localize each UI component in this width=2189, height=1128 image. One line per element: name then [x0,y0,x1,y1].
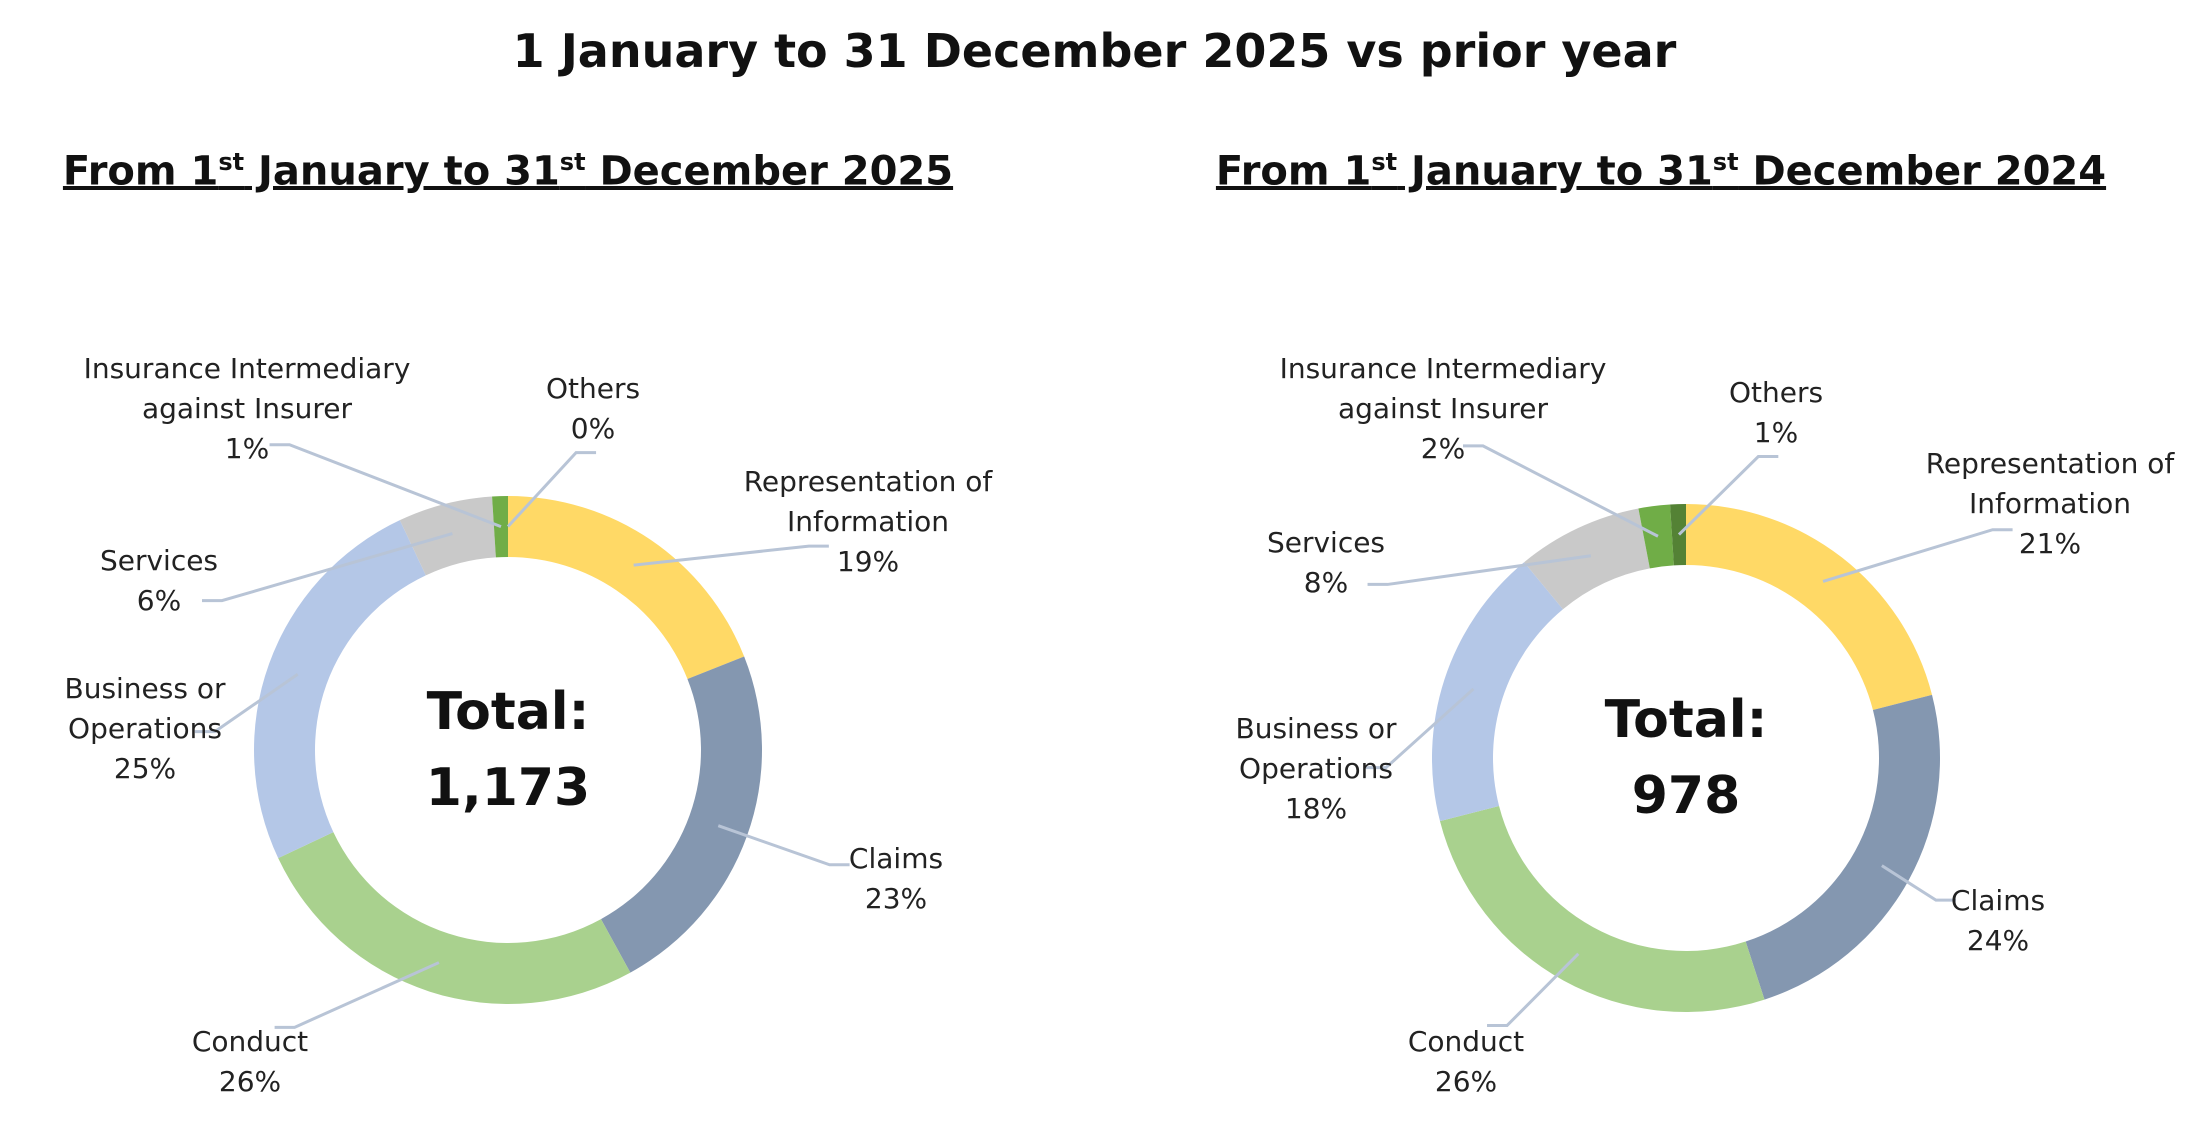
center-total: Total: 978 [1605,682,1768,834]
donut-slice [1439,805,1765,1012]
data-label: Insurance Intermediary against Insurer 2% [1263,349,1623,469]
data-label: Insurance Intermediary against Insurer 1% [67,349,427,469]
subtitle-part: From 1 [62,148,219,195]
value-label: 19% [836,545,900,578]
center-text: Total: [426,682,590,742]
category-label: Services [1266,526,1386,559]
category-label: Claims [1950,884,2046,917]
leader-line [1487,952,1580,1028]
subtitle-part: st [1712,148,1739,176]
category-label: Services [99,544,219,577]
donut-slice [253,520,426,859]
category-label: Others [1728,376,1824,409]
subtitle-part: December 2024 [1738,148,2107,195]
category-label: Insurance Intermediary against Insurer [83,352,411,425]
data-label: Business or Operations 25% [25,669,265,789]
category-label: Conduct [191,1025,309,1058]
subtitle-part: January to 31 [244,148,560,195]
leader-line [1365,687,1475,770]
subtitle-part: From 1 [1215,148,1372,195]
donut-slice [1745,694,1941,1000]
donut-slice [1431,562,1563,822]
category-label: Conduct [1407,1025,1525,1058]
leader-line [1881,864,1956,902]
leader-line [506,451,597,528]
center-text: 978 [1631,766,1741,826]
chart-subtitle: From 1st January to 31st December 2025 [63,148,953,194]
leader-line [202,532,453,603]
data-label: Claims 24% [1848,881,2148,961]
center-text: 1,173 [425,758,591,818]
subtitle-part: st [559,148,586,176]
value-label: 0% [570,412,616,445]
value-label: 26% [1434,1065,1498,1098]
value-label: 24% [1966,924,2030,957]
data-label: Services 8% [1176,523,1476,603]
value-label: 23% [864,882,928,915]
data-label: Conduct 26% [1316,1022,1616,1102]
data-label: Services 6% [9,541,309,621]
subtitle-part: st [1371,148,1398,176]
value-label: 26% [218,1065,282,1098]
value-label: 1% [224,432,270,465]
donut-slice [1670,504,1686,566]
data-label: Conduct 26% [100,1022,400,1102]
value-label: 2% [1420,432,1466,465]
subtitle-part: st [218,148,245,176]
subtitle-part: December 2025 [585,148,954,195]
leader-line [1367,554,1592,586]
data-label: Claims 23% [746,839,1046,919]
page-title: 1 January to 31 December 2025 vs prior y… [512,24,1677,78]
donut-slice [278,832,631,1005]
category-label: Business or Operations [64,672,226,745]
category-label: Insurance Intermediary against Insurer [1279,352,1607,425]
value-label: 21% [2018,527,2082,560]
center-text: Total: [1604,690,1768,750]
donut-slice [1686,504,1933,711]
data-label: Representation of Information 21% [1925,444,2175,564]
donut-slice [1524,508,1650,610]
category-label: Representation of Information [743,465,993,538]
donut-slice [508,496,745,679]
value-label: 8% [1303,566,1349,599]
leader-line [633,544,829,567]
leader-line [1822,528,2013,583]
category-label: Business or Operations [1235,712,1397,785]
leader-line [717,824,850,867]
data-label: Business or Operations 18% [1196,709,1436,829]
chart-subtitle: From 1st January to 31st December 2024 [1216,148,2106,194]
category-label: Others [545,372,641,405]
category-label: Representation of Information [1925,447,2175,520]
value-label: 25% [113,752,177,785]
subtitle-part: January to 31 [1397,148,1713,195]
leader-line [274,961,440,1029]
value-label: 1% [1753,416,1799,449]
value-label: 18% [1284,792,1348,825]
value-label: 6% [136,584,182,617]
data-label: Others 0% [443,369,743,449]
leader-line [269,443,502,529]
center-total: Total: 1,173 [426,674,590,826]
leader-line [1677,455,1779,536]
data-label: Representation of Information 19% [743,462,993,582]
leader-line [1462,444,1659,538]
leader-line [194,673,299,734]
data-label: Others 1% [1626,373,1926,453]
category-label: Claims [848,842,944,875]
donut-slice [600,656,762,973]
